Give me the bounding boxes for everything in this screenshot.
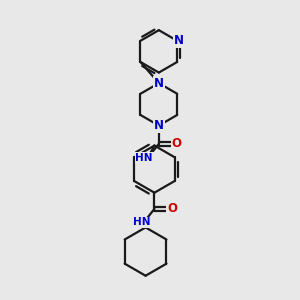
Text: O: O <box>167 202 177 215</box>
Text: N: N <box>154 77 164 90</box>
Text: O: O <box>172 137 182 150</box>
Text: N: N <box>174 34 184 47</box>
Text: N: N <box>154 119 164 132</box>
Text: HN: HN <box>135 153 153 163</box>
Text: HN: HN <box>133 218 151 227</box>
